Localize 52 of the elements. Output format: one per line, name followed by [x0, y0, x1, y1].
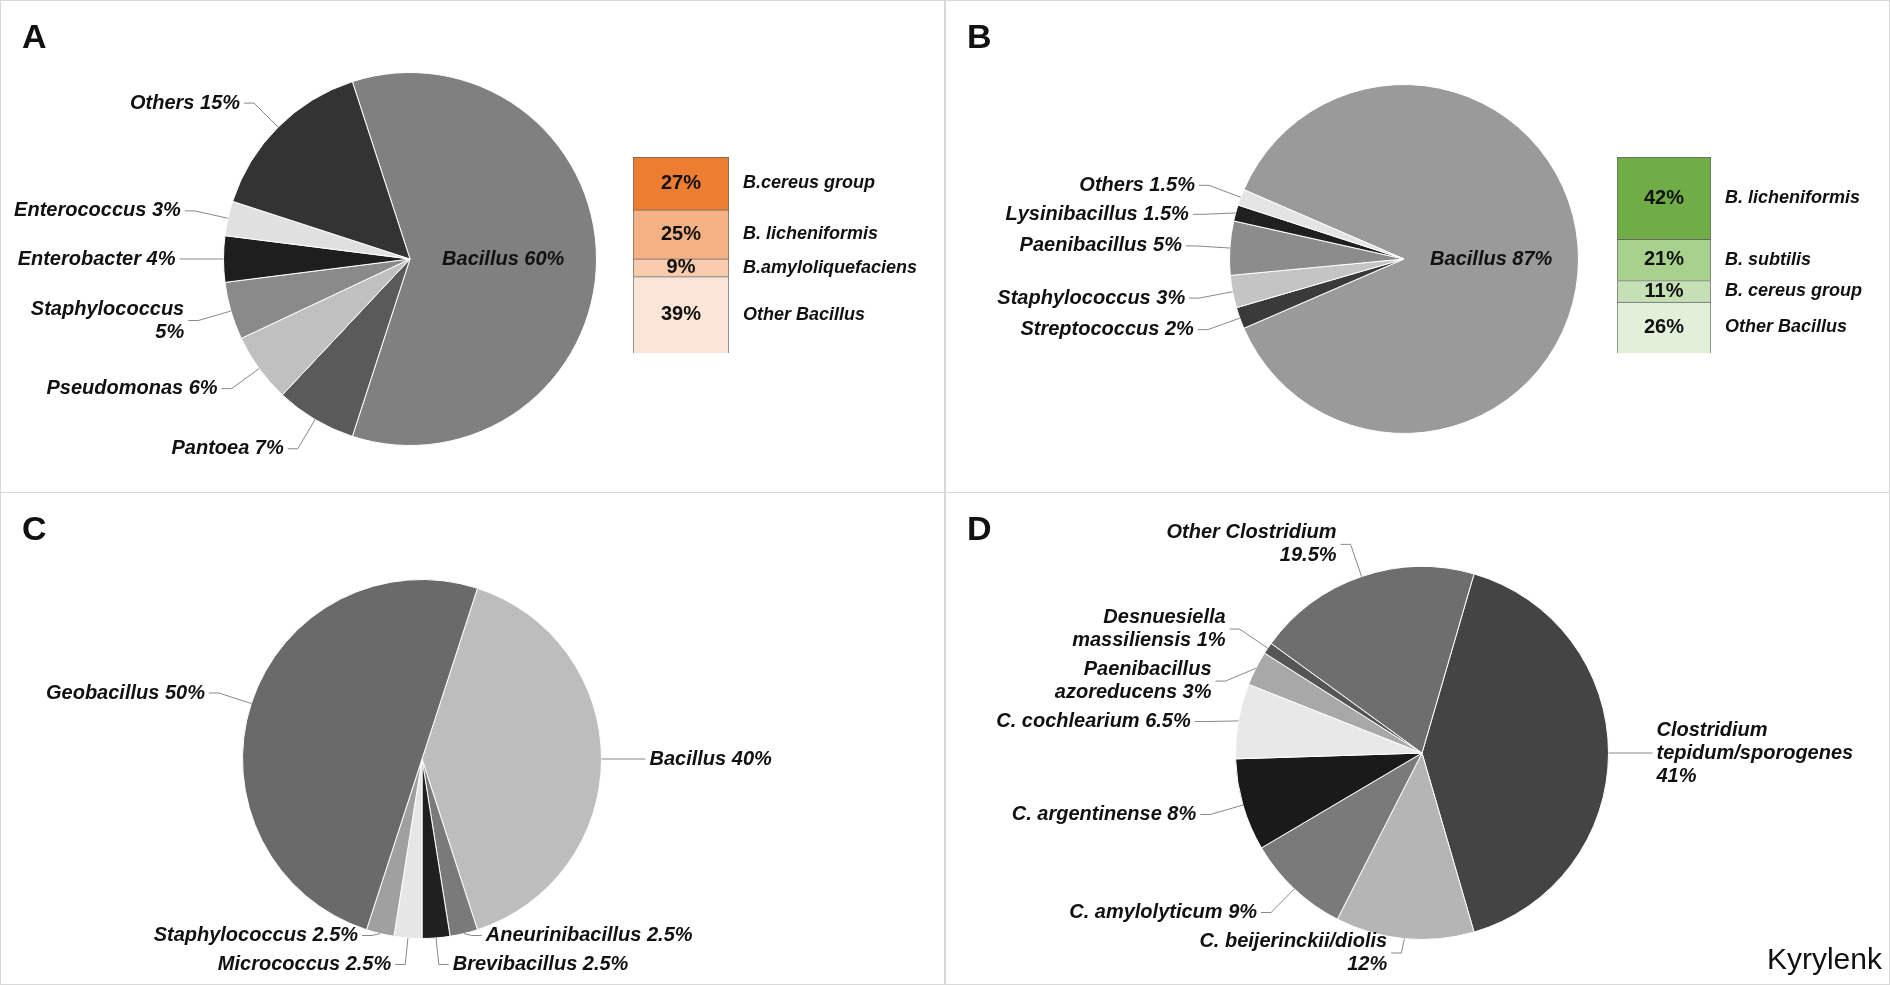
series-label: B. licheniformis: [1725, 187, 1861, 208]
slice-label: Other Clostridium: [1166, 520, 1337, 543]
series-label: Other Bacillus: [1725, 316, 1848, 337]
slice-label: Bacillus 60%: [442, 246, 565, 269]
data-label: 39%: [660, 302, 702, 325]
slice-label: C. cochlearium 6.5%: [996, 709, 1191, 732]
slice-label: C. amylolyticum 9%: [1069, 900, 1258, 923]
slice-label: Micrococcus 2.5%: [217, 952, 392, 975]
slice-label: Desnuesiella massiliensis 1%: [1072, 605, 1226, 651]
slice-label: Others 1.5%: [1079, 172, 1196, 195]
slice-label: Geobacillus 50%: [45, 680, 206, 703]
series-label: B. licheniformis: [743, 223, 879, 244]
data-label: 11%: [1644, 278, 1684, 301]
data-label: 19.5%: [1279, 543, 1337, 566]
series-label: B.cereus group: [743, 172, 876, 193]
slice-label: Staphylococcus 2.5%: [153, 923, 359, 946]
series-label: B. cereus group: [1725, 280, 1863, 301]
slice-label: C. argentinense 8%: [1011, 802, 1197, 825]
chart-title: A: [22, 17, 47, 56]
slice-label: Paenibacillus azoreducens 3%: [1054, 657, 1212, 703]
chart-title: B: [967, 17, 992, 56]
slice-label: Brevibacillus 2.5%: [452, 952, 629, 975]
slice-label: Others 15%: [130, 90, 241, 113]
slice-label: Clostridium tepidum/sporogenes: [1656, 717, 1854, 763]
data-label: 42%: [1643, 185, 1685, 208]
slice-label: Enterococcus 3%: [14, 198, 182, 221]
slice-label: Lysinibacillus 1.5%: [1005, 201, 1190, 224]
slice-label: Bacillus 87%: [1430, 246, 1553, 269]
slice-label: Pseudomonas 6%: [46, 376, 218, 399]
slice-label: Paenibacillus 5%: [1019, 233, 1183, 256]
data-label: 25%: [660, 221, 702, 244]
slice-label: Staphylococcus: [30, 296, 185, 319]
series-label: B. subtilis: [1725, 248, 1812, 269]
series-label: Other Bacillus: [743, 303, 866, 324]
chart-title: D: [967, 509, 992, 548]
slice-label: Streptococcus 2%: [1020, 317, 1195, 340]
slice-label: Aneurinibacillus 2.5%: [484, 923, 693, 946]
slice-label: C. beijerinckii/diolis: [1199, 929, 1388, 952]
data-label: 26%: [1643, 315, 1685, 338]
series-label: B.amyloliquefaciens: [743, 256, 918, 277]
data-label: 21%: [1643, 247, 1685, 270]
data-label: 27%: [660, 170, 702, 193]
slice-label: Pantoea 7%: [171, 436, 284, 459]
slice-label: Staphylococcus 3%: [997, 285, 1186, 308]
data-label: 9%: [666, 255, 696, 278]
slice-label: Enterobacter 4%: [17, 246, 176, 269]
slice-label: Bacillus 40%: [649, 746, 772, 769]
chart-title: C: [22, 509, 47, 548]
text: Kyrylenk: [1766, 942, 1883, 976]
data-label: 41%: [1655, 763, 1697, 786]
data-label: 12%: [1347, 952, 1388, 975]
data-label: 5%: [155, 319, 185, 342]
